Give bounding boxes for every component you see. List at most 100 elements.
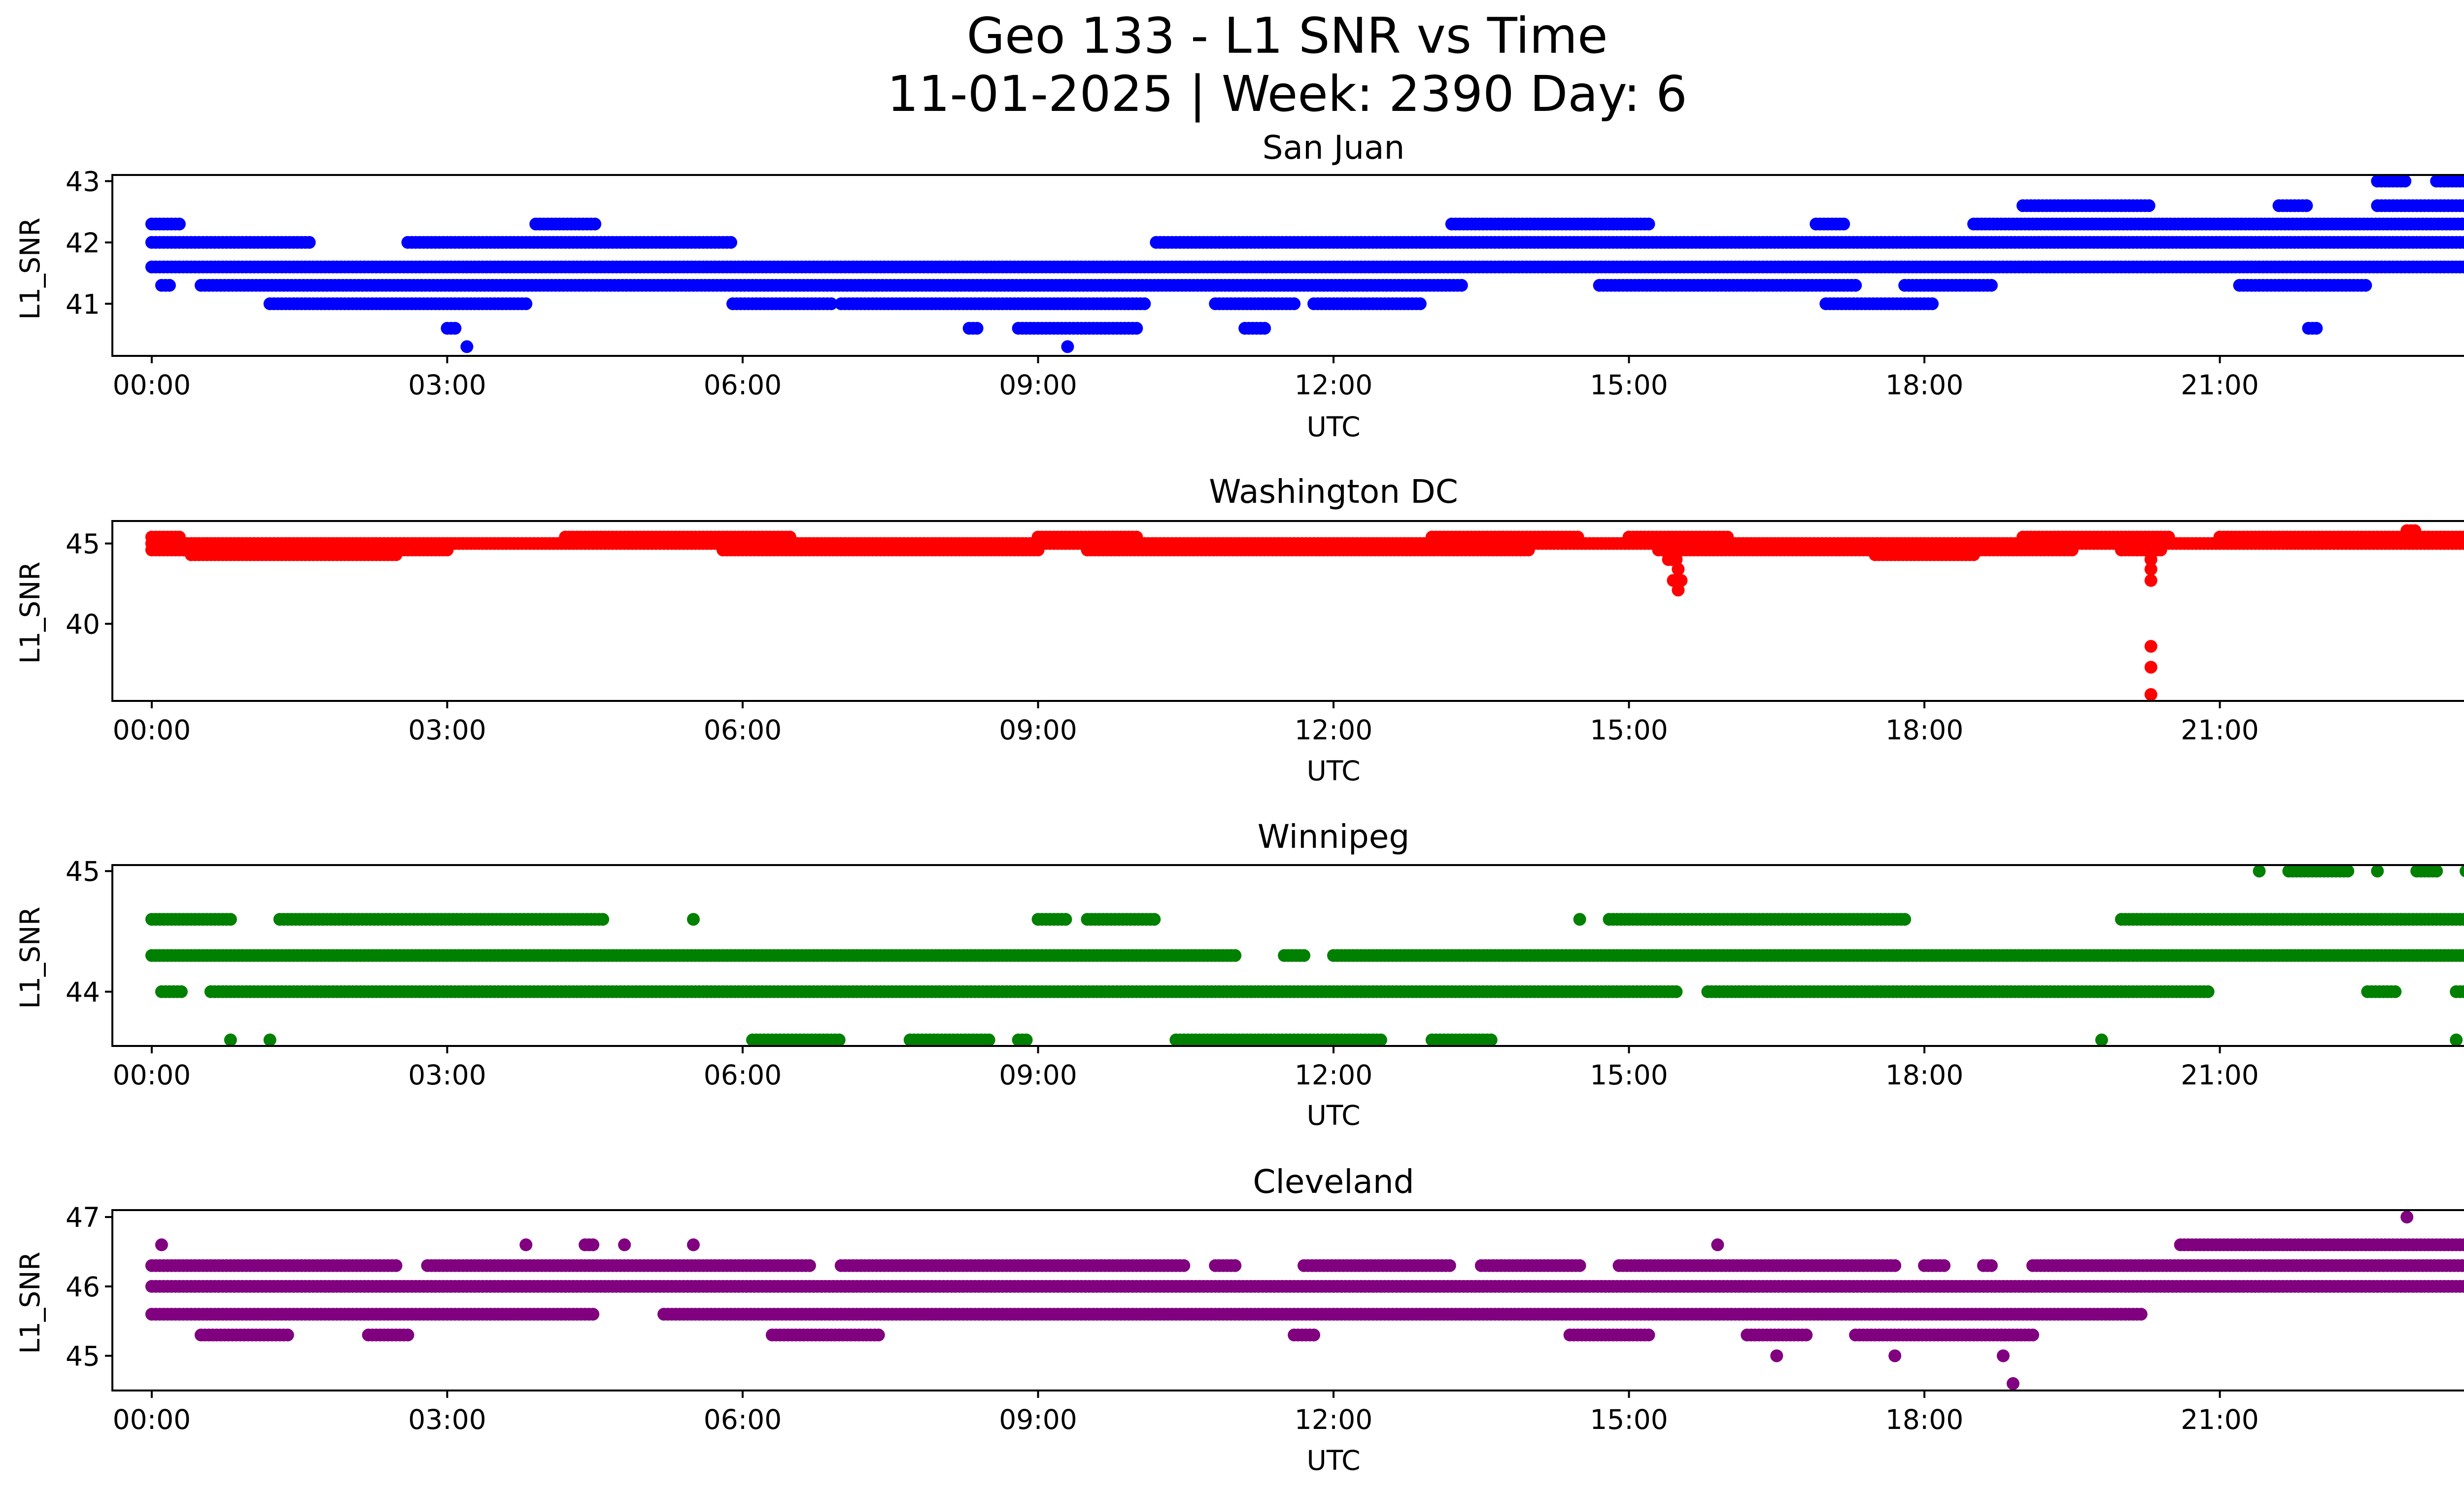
x-axis-label: UTC — [1306, 1100, 1360, 1131]
x-tick-label: 09:00 — [999, 714, 1077, 746]
data-point — [2458, 236, 2464, 249]
snr-level-37-3 — [2144, 661, 2157, 674]
x-tick-label: 09:00 — [999, 369, 1077, 401]
data-point — [2398, 174, 2412, 188]
data-point — [1059, 913, 1072, 926]
panel-san-juan: San Juan UTC L1_SNR 00:00 03:00 06:00 09:00… — [14, 129, 2464, 443]
data-point — [389, 548, 403, 561]
data-point — [1298, 949, 1310, 962]
data-point — [2144, 661, 2157, 674]
snr-level-45-8 — [2400, 524, 2422, 537]
data-point — [174, 985, 188, 998]
data-point — [519, 297, 533, 311]
y-tick-label: 41 — [66, 288, 100, 320]
x-tick-label: 03:00 — [408, 369, 486, 401]
snr-level-42-1 — [1672, 584, 1685, 597]
snr-level-41-6 — [145, 260, 2464, 274]
data-point — [2300, 199, 2313, 212]
figure-title-line1: Geo 133 - L1 SNR vs Time — [967, 7, 1608, 65]
panel-title: Washington DC — [1209, 473, 1458, 511]
data-point — [1642, 217, 1655, 231]
data-point — [2408, 524, 2422, 537]
data-point — [2144, 640, 2157, 653]
y-axis-label: L1_SNR — [14, 217, 46, 319]
data-point — [1571, 530, 1584, 544]
data-point — [1288, 297, 1301, 311]
snr-level-42-3 — [145, 217, 2464, 231]
snr-level-40-3 — [460, 340, 1074, 353]
x-tick-label: 00:00 — [113, 369, 191, 401]
data-point — [224, 913, 237, 926]
data-point — [172, 217, 186, 231]
data-point — [1455, 278, 1468, 292]
data-point — [1031, 543, 1045, 556]
data-point — [2154, 543, 2167, 556]
snr-level-41 — [263, 297, 1939, 311]
data-point — [2142, 199, 2156, 212]
data-point — [1522, 543, 1535, 556]
snr-level-44 — [155, 985, 2464, 998]
data-point — [1837, 217, 1850, 231]
data-point — [2144, 688, 2157, 701]
x-tick-label: 21:00 — [2181, 714, 2259, 746]
x-tick-label: 18:00 — [1885, 369, 1964, 401]
data-point — [1670, 985, 1683, 998]
data-point — [1229, 949, 1242, 962]
x-tick-label: 15:00 — [1590, 369, 1668, 401]
data-point — [460, 340, 474, 353]
y-tick-label: 40 — [66, 609, 100, 640]
data-point — [2458, 260, 2464, 274]
data-point — [1138, 297, 1151, 311]
data-point — [2389, 985, 2402, 998]
data-point — [2201, 985, 2215, 998]
data-point — [724, 236, 737, 249]
x-tick-label: 12:00 — [1295, 714, 1373, 746]
data-point — [1898, 913, 1912, 926]
data-point — [303, 236, 316, 249]
snr-level-38-6 — [2144, 640, 2157, 653]
snr-level-44-3 — [145, 949, 2464, 962]
snr-level-44-6 — [145, 913, 2464, 926]
x-tick-label: 03:00 — [408, 714, 486, 746]
data-points — [145, 174, 2464, 353]
snr-level-43-4 — [1672, 562, 2157, 576]
snr-level-40-6 — [441, 322, 2323, 335]
y-axis-label: L1_SNR — [14, 906, 46, 1008]
data-point — [1985, 278, 1998, 292]
data-point — [1721, 530, 1734, 544]
data-points — [145, 865, 2464, 1046]
y-tick-label: 42 — [66, 227, 100, 259]
panel-winnipeg: Winnipeg UTC L1_SNR 00:00 03:00 06:00 09:00… — [14, 818, 2464, 1131]
data-point — [1672, 584, 1685, 597]
figure-title-line2: 11-01-2025 | Week: 2390 Day: 6 — [887, 65, 1687, 123]
data-point — [2162, 530, 2175, 544]
snr-level-41-3 — [155, 278, 2372, 292]
data-point — [2359, 278, 2372, 292]
data-point — [448, 322, 462, 335]
panel-title: San Juan — [1263, 129, 1405, 167]
x-tick-label: 21:00 — [2181, 369, 2259, 401]
data-point — [2065, 543, 2079, 556]
x-tick-label: 15:00 — [1590, 714, 1668, 746]
x-tick-label: 18:00 — [1885, 714, 1964, 746]
data-point — [2462, 262, 2464, 272]
data-point — [588, 217, 602, 231]
x-tick-label: 12:00 — [1295, 369, 1373, 401]
panel-title: Winnipeg — [1258, 818, 1410, 856]
snr-level-42-7 — [1667, 574, 2157, 587]
y-axis-label: L1_SNR — [14, 561, 46, 663]
data-point — [1413, 297, 1427, 311]
data-point — [441, 543, 454, 556]
data-point — [163, 278, 176, 292]
snr-level-42 — [145, 236, 2464, 249]
snr-level-42-6 — [2016, 199, 2464, 212]
data-point — [1672, 562, 1685, 576]
x-tick-label: 06:00 — [704, 369, 782, 401]
data-point — [1130, 530, 1143, 544]
x-tick-label: 06:00 — [704, 714, 782, 746]
data-point — [1130, 322, 1143, 335]
snr-level-44-6 — [145, 543, 2167, 556]
data-point — [1148, 913, 1161, 926]
data-point — [1967, 548, 1980, 561]
